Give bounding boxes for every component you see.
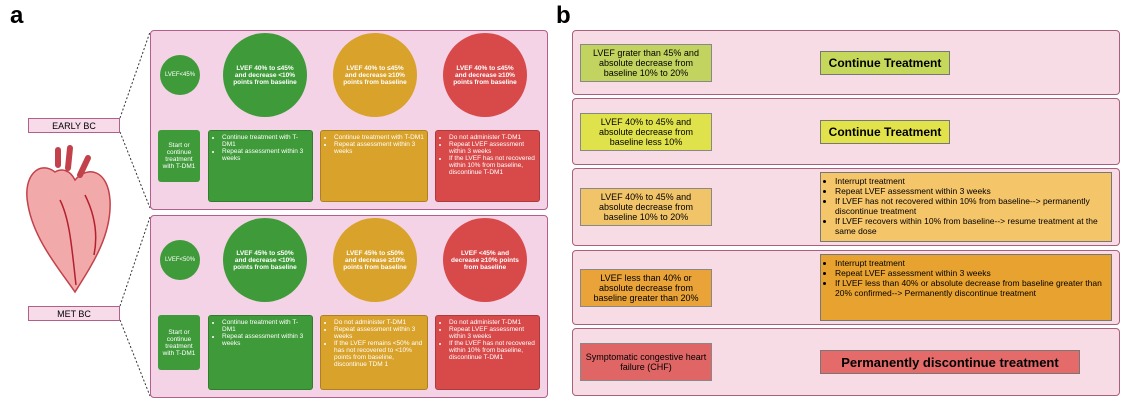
action-box: Continue treatment with T-DM1Repeat asse… xyxy=(208,130,313,202)
bullet-list: Do not administer T-DM1Repeat LVEF asses… xyxy=(439,319,536,361)
bullet-item: Repeat assessment within 3 weeks xyxy=(334,326,424,340)
criteria-circle: LVEF 40% to ≤45% and decrease ≥10% point… xyxy=(333,33,417,117)
bullet-item: Do not administer T-DM1 xyxy=(449,319,536,326)
criteria-circle: LVEF 45% to ≤50% and decrease <10% point… xyxy=(223,218,307,302)
bullet-item: If the LVEF remains <50% and has not rec… xyxy=(334,340,424,368)
bullet-item: Repeat assessment within 3 weeks xyxy=(222,333,309,347)
heart-icon xyxy=(26,145,111,294)
action-box: Do not administer T-DM1Repeat LVEF asses… xyxy=(435,315,540,390)
condition-box: LVEF 40% to 45% and absolute decrease fr… xyxy=(580,188,712,226)
bullet-item: Interrupt treatment xyxy=(835,176,1107,186)
bullet-item: Do not administer T-DM1 xyxy=(334,319,424,326)
bullet-list: Do not administer T-DM1Repeat assessment… xyxy=(324,319,424,368)
action-box: Continue treatment with T-DM1Repeat asse… xyxy=(320,130,428,202)
criteria-circle: LVEF 40% to ≤45% and decrease ≥10% point… xyxy=(443,33,527,117)
start-circle: LVEF<45% xyxy=(160,55,200,95)
action-box: Start or continue treatment with T-DM1 xyxy=(158,315,200,370)
group-label: EARLY BC xyxy=(28,118,120,133)
action-box: Do not administer T-DM1Repeat assessment… xyxy=(320,315,428,390)
bullet-item: Continue treatment with T-DM1 xyxy=(222,134,309,148)
start-circle: LVEF<50% xyxy=(160,240,200,280)
criteria-circle: LVEF 40% to ≤45% and decrease <10% point… xyxy=(223,33,307,117)
bullet-item: If LVEF recovers within 10% from baselin… xyxy=(835,216,1107,236)
bullet-item: Repeat assessment within 3 weeks xyxy=(334,141,424,155)
bullet-list: Interrupt treatmentRepeat LVEF assessmen… xyxy=(825,176,1107,236)
bullet-item: If LVEF less than 40% or absolute decrea… xyxy=(835,278,1107,298)
action-box: Continue treatment with T-DM1Repeat asse… xyxy=(208,315,313,390)
bullet-item: Repeat LVEF assessment within 3 weeks xyxy=(449,141,536,155)
panel-label: a xyxy=(10,2,24,29)
criteria-circle: LVEF <45% and decrease ≥10% points from … xyxy=(443,218,527,302)
bullet-list: Continue treatment with T-DM1Repeat asse… xyxy=(212,134,309,162)
result-box: Interrupt treatmentRepeat LVEF assessmen… xyxy=(820,172,1112,242)
action-box: Do not administer T-DM1Repeat LVEF asses… xyxy=(435,130,540,202)
bullet-item: Do not administer T-DM1 xyxy=(449,134,536,141)
bullet-item: If the LVEF has not recovered within 10%… xyxy=(449,155,536,176)
bullet-item: Repeat assessment within 3 weeks xyxy=(222,148,309,162)
bullet-list: Continue treatment with T-DM1Repeat asse… xyxy=(324,134,424,155)
panel-label: b xyxy=(556,2,571,29)
bullet-item: Repeat LVEF assessment within 3 weeks xyxy=(835,186,1107,196)
result-box: Interrupt treatmentRepeat LVEF assessmen… xyxy=(820,254,1112,321)
condition-box: Symptomatic congestive heart failure (CH… xyxy=(580,343,712,381)
condition-box: LVEF grater than 45% and absolute decrea… xyxy=(580,43,712,82)
bullet-item: If LVEF has not recovered within 10% fro… xyxy=(835,196,1107,216)
bullet-item: If the LVEF has not recovered within 10%… xyxy=(449,340,536,361)
condition-box: LVEF less than 40% or absolute decrease … xyxy=(580,268,712,307)
bullet-item: Continue treatment with T-DM1 xyxy=(222,319,309,333)
result-box: Permanently discontinue treatment xyxy=(820,350,1080,374)
bullet-item: Repeat LVEF assessment within 3 weeks xyxy=(835,268,1107,278)
bullet-list: Interrupt treatmentRepeat LVEF assessmen… xyxy=(825,258,1107,298)
bullet-item: Interrupt treatment xyxy=(835,258,1107,268)
result-box: Continue Treatment xyxy=(820,50,950,75)
group-label: MET BC xyxy=(28,306,120,321)
criteria-circle: LVEF 45% to ≤50% and decrease ≥10% point… xyxy=(333,218,417,302)
bullet-list: Continue treatment with T-DM1Repeat asse… xyxy=(212,319,309,347)
bullet-item: Continue treatment with T-DM1 xyxy=(334,134,424,141)
action-box: Start or continue treatment with T-DM1 xyxy=(158,130,200,182)
bullet-list: Do not administer T-DM1Repeat LVEF asses… xyxy=(439,134,536,176)
condition-box: LVEF 40% to 45% and absolute decrease fr… xyxy=(580,112,712,151)
result-box: Continue Treatment xyxy=(820,119,950,144)
bullet-item: Repeat LVEF assessment within 3 weeks xyxy=(449,326,536,340)
